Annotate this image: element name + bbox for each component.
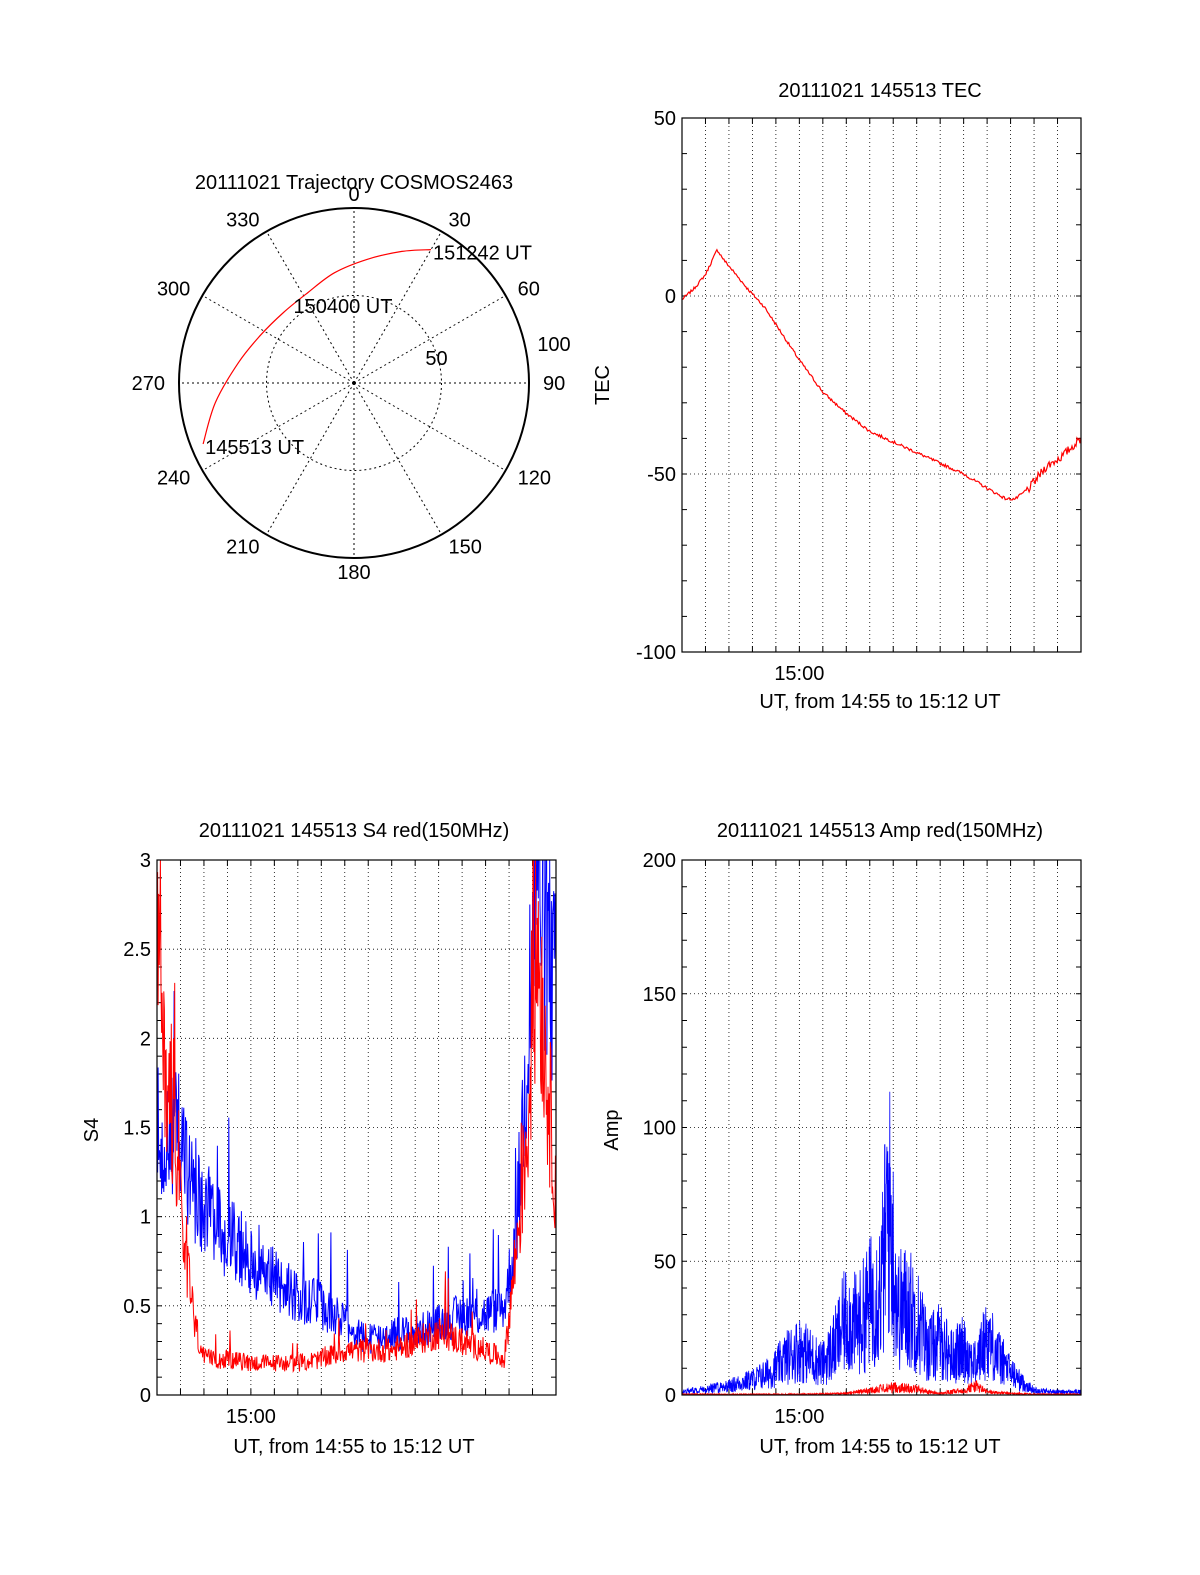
y-tick-label: -50 bbox=[647, 464, 676, 486]
polar-outer-ring bbox=[178, 207, 530, 559]
time-annotation: 145513 UT bbox=[205, 437, 304, 459]
y-tick-label: 3 bbox=[140, 850, 151, 872]
polar-spoke bbox=[266, 382, 355, 535]
grid bbox=[682, 859, 1081, 1396]
time-annotation: 150400 UT bbox=[294, 296, 393, 318]
y-tick-label: 150 bbox=[643, 984, 676, 1006]
y-tick-label: 50 bbox=[654, 108, 676, 130]
y-tick-label: 0 bbox=[665, 286, 676, 308]
s4-blue-series bbox=[157, 860, 556, 1355]
x-tick-label: 15:00 bbox=[774, 1406, 824, 1428]
polar-radius-label: 100 bbox=[537, 334, 570, 356]
plot-frame bbox=[681, 859, 1082, 1396]
amp-title: 20111021 145513 Amp red(150MHz) bbox=[717, 820, 1043, 842]
amp-y-axis-label: Amp bbox=[601, 1109, 623, 1150]
y-tick-label: -100 bbox=[636, 642, 676, 664]
tec-x-axis-label: UT, from 14:55 to 15:12 UT bbox=[759, 691, 1000, 713]
polar-labels: 50 100 0 30 60 90 120 150 180 210 240 270 300 330 1455… bbox=[132, 184, 571, 584]
y-tick-label: 1 bbox=[140, 1207, 151, 1229]
time-annotation: 151242 UT bbox=[433, 243, 532, 265]
y-tick-label: 1.5 bbox=[123, 1118, 151, 1140]
polar-angle-label: 300 bbox=[157, 279, 190, 301]
polar-angle-label: 120 bbox=[518, 468, 551, 490]
polar-spoke bbox=[353, 295, 506, 384]
tec-title: 20111021 145513 TEC bbox=[778, 80, 982, 102]
polar-angle-label: 150 bbox=[449, 537, 482, 559]
y-tick-label: 0 bbox=[140, 1385, 151, 1407]
polar-spoke bbox=[202, 382, 355, 471]
polar-angle-label: 90 bbox=[543, 373, 565, 395]
s4-title: 20111021 145513 S4 red(150MHz) bbox=[199, 820, 510, 842]
polar-title: 20111021 Trajectory COSMOS2463 bbox=[195, 172, 513, 194]
trajectory-line bbox=[202, 249, 432, 445]
y-tick-label: 200 bbox=[643, 850, 676, 872]
plot-frame bbox=[156, 859, 557, 1396]
y-tick-label: 0 bbox=[665, 1385, 676, 1407]
y-tick-label: 2.5 bbox=[123, 939, 151, 961]
polar-angle-label: 60 bbox=[518, 279, 540, 301]
x-tick-label: 15:00 bbox=[226, 1406, 276, 1428]
polar-angle-label: 240 bbox=[157, 468, 190, 490]
polar-trajectory-chart: 20111021 Trajectory COSMOS2463 50 100 0 30 6… bbox=[132, 172, 571, 584]
polar-angle-label: 270 bbox=[132, 373, 165, 395]
plot-frame bbox=[681, 117, 1082, 653]
polar-angle-label: 0 bbox=[348, 184, 359, 206]
polar-grid bbox=[178, 207, 530, 559]
grid bbox=[682, 117, 1081, 653]
polar-spoke bbox=[353, 231, 442, 384]
polar-angle-label: 30 bbox=[449, 209, 471, 231]
amp-chart: 20111021 145513 Amp red(150MHz) UT, from… bbox=[601, 820, 1082, 1458]
polar-spoke bbox=[266, 231, 355, 384]
tec-series-line bbox=[682, 248, 1081, 501]
y-tick-label: 100 bbox=[643, 1118, 676, 1140]
y-tick-label: 50 bbox=[654, 1251, 676, 1273]
tec-chart: 20111021 145513 TEC UT, from 14:55 to 15… bbox=[592, 80, 1082, 713]
s4-chart: 20111021 145513 S4 red(150MHz) UT, from … bbox=[81, 820, 557, 1458]
tec-y-axis-label: TEC bbox=[592, 365, 614, 405]
polar-angle-label: 330 bbox=[226, 209, 259, 231]
y-tick-label: 0.5 bbox=[123, 1296, 151, 1318]
polar-radius-label: 50 bbox=[425, 348, 447, 370]
polar-angle-label: 180 bbox=[337, 562, 370, 584]
amp-red-series bbox=[682, 1380, 1081, 1395]
s4-y-axis-label: S4 bbox=[81, 1118, 103, 1142]
s4-red-series bbox=[157, 860, 556, 1374]
s4-x-axis-label: UT, from 14:55 to 15:12 UT bbox=[233, 1436, 474, 1458]
x-tick-label: 15:00 bbox=[774, 663, 824, 685]
amp-x-axis-label: UT, from 14:55 to 15:12 UT bbox=[759, 1436, 1000, 1458]
y-tick-label: 2 bbox=[140, 1028, 151, 1050]
polar-spoke bbox=[202, 295, 355, 384]
amp-blue-series bbox=[682, 1091, 1081, 1395]
polar-spoke bbox=[353, 382, 506, 471]
polar-angle-label: 210 bbox=[226, 537, 259, 559]
polar-spoke bbox=[353, 382, 442, 535]
polar-ring bbox=[266, 295, 442, 471]
